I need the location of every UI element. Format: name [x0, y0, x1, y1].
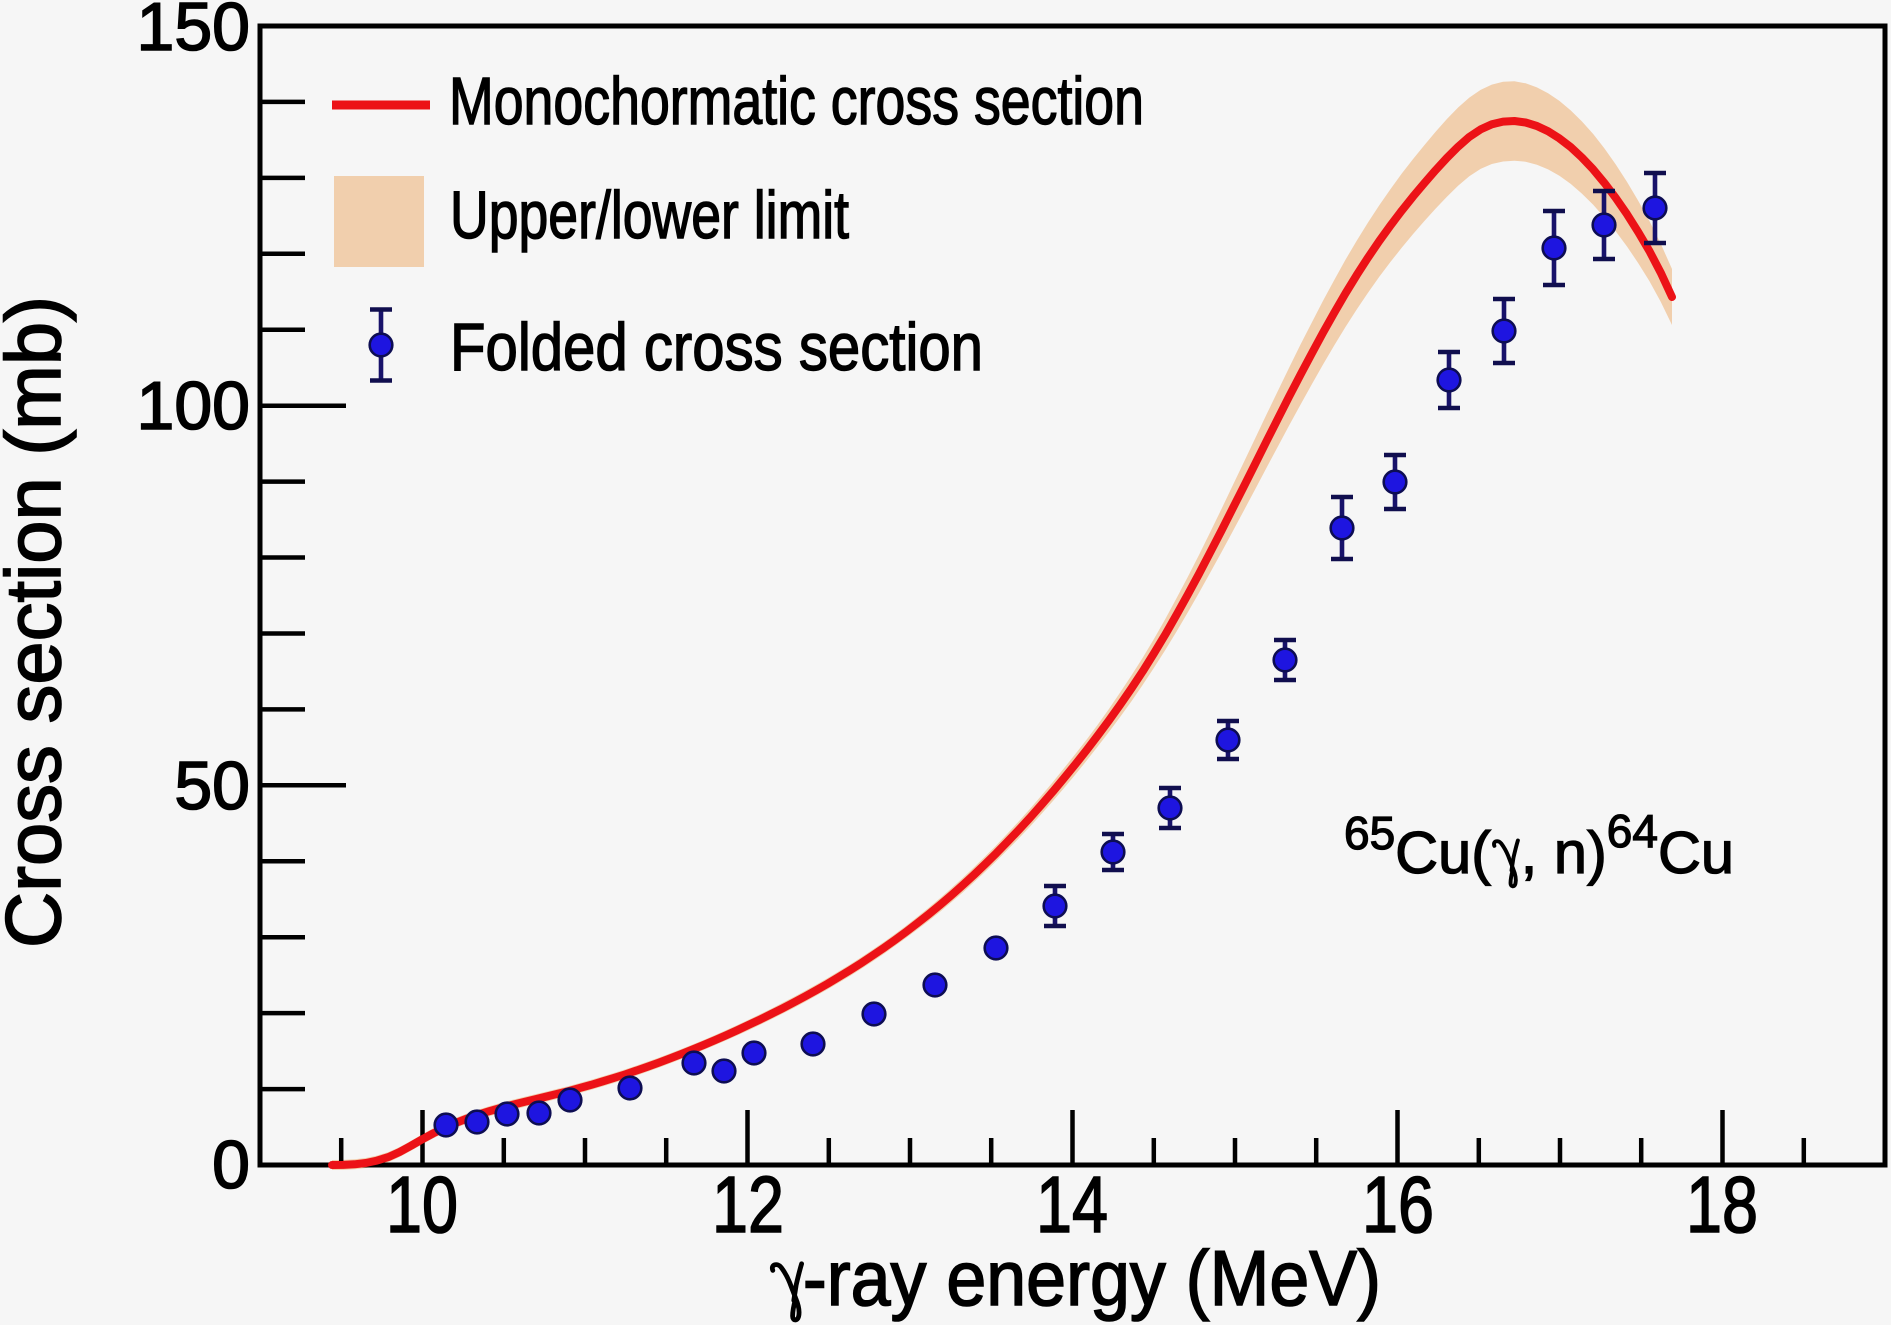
svg-text:16: 16: [1362, 1160, 1434, 1249]
svg-text:γ-ray energy (MeV): γ-ray energy (MeV): [767, 1234, 1381, 1322]
svg-text:150: 150: [137, 0, 250, 65]
svg-text:12: 12: [712, 1160, 784, 1249]
svg-text:0: 0: [212, 1127, 250, 1203]
svg-text:65Cu(γ, n)64Cu: 65Cu(γ, n)64Cu: [1344, 805, 1734, 886]
svg-text:14: 14: [1036, 1160, 1108, 1249]
svg-text:Upper/lower limit: Upper/lower limit: [450, 178, 849, 253]
svg-text:18: 18: [1686, 1160, 1758, 1249]
svg-text:100: 100: [137, 368, 250, 444]
svg-text:Cross section (mb): Cross section (mb): [0, 296, 77, 948]
svg-text:Folded cross section: Folded cross section: [450, 310, 983, 385]
svg-text:50: 50: [174, 748, 250, 824]
svg-text:10: 10: [386, 1160, 458, 1249]
svg-text:Monochormatic cross section: Monochormatic cross section: [449, 64, 1144, 139]
